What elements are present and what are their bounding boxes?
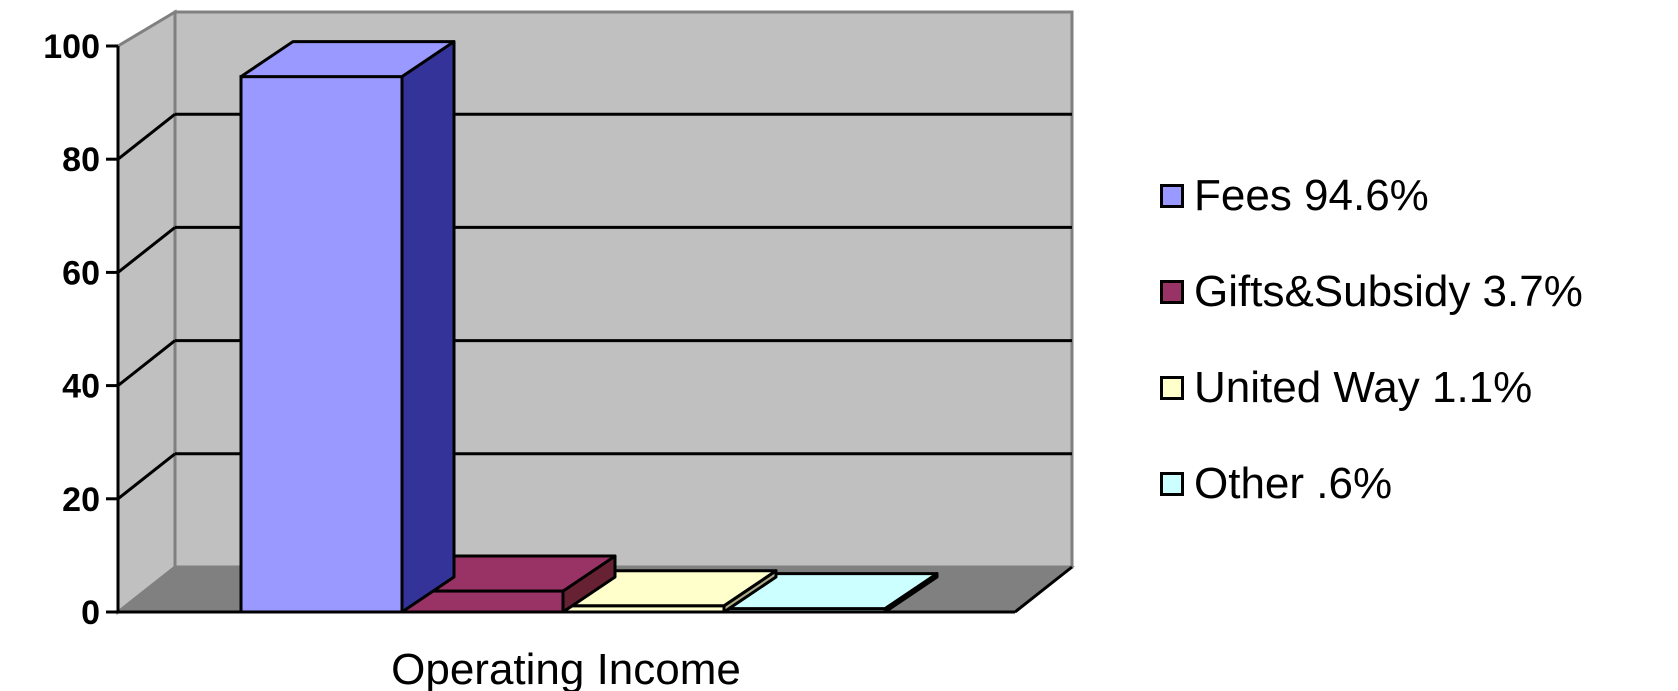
y-tick-label: 100: [43, 28, 100, 66]
y-axis-ticks: 0 20 40 60 80 100: [43, 28, 118, 632]
gridline-side: [117, 226, 176, 274]
legend-item: Other .6%: [1160, 436, 1583, 532]
bars: [239, 40, 939, 614]
y-tick-label: 80: [62, 141, 100, 179]
legend-label: United Way 1.1%: [1194, 363, 1533, 412]
legend-label: Gifts&Subsidy 3.7%: [1194, 267, 1583, 316]
y-tick-label: 40: [62, 368, 100, 406]
legend-swatch: [1160, 472, 1184, 496]
y-tick-label: 20: [62, 481, 100, 519]
legend-item: United Way 1.1%: [1160, 340, 1583, 436]
bar: [722, 572, 939, 614]
floor-right-edge: [1014, 565, 1073, 614]
legend-swatch: [1160, 376, 1184, 400]
gridline-side: [117, 113, 176, 161]
bar-side: [400, 40, 456, 614]
y-tick-label: 60: [62, 254, 100, 292]
category-label: Operating Income: [391, 645, 741, 691]
gridline-side: [117, 339, 176, 387]
legend-label: Fees 94.6%: [1194, 171, 1429, 220]
legend: Fees 94.6% Gifts&Subsidy 3.7% United Way 1…: [1160, 148, 1583, 532]
bar: [239, 40, 456, 614]
gridline-side: [117, 452, 176, 500]
legend-item: Gifts&Subsidy 3.7%: [1160, 244, 1583, 340]
legend-swatch: [1160, 280, 1184, 304]
legend-label: Other .6%: [1194, 459, 1393, 508]
y-tick-label: 0: [81, 594, 100, 632]
plot-side-wall: [116, 9, 177, 616]
legend-swatch: [1160, 184, 1184, 208]
bar-top: [239, 40, 456, 79]
legend-item: Fees 94.6%: [1160, 148, 1583, 244]
bar-front: [239, 75, 404, 614]
